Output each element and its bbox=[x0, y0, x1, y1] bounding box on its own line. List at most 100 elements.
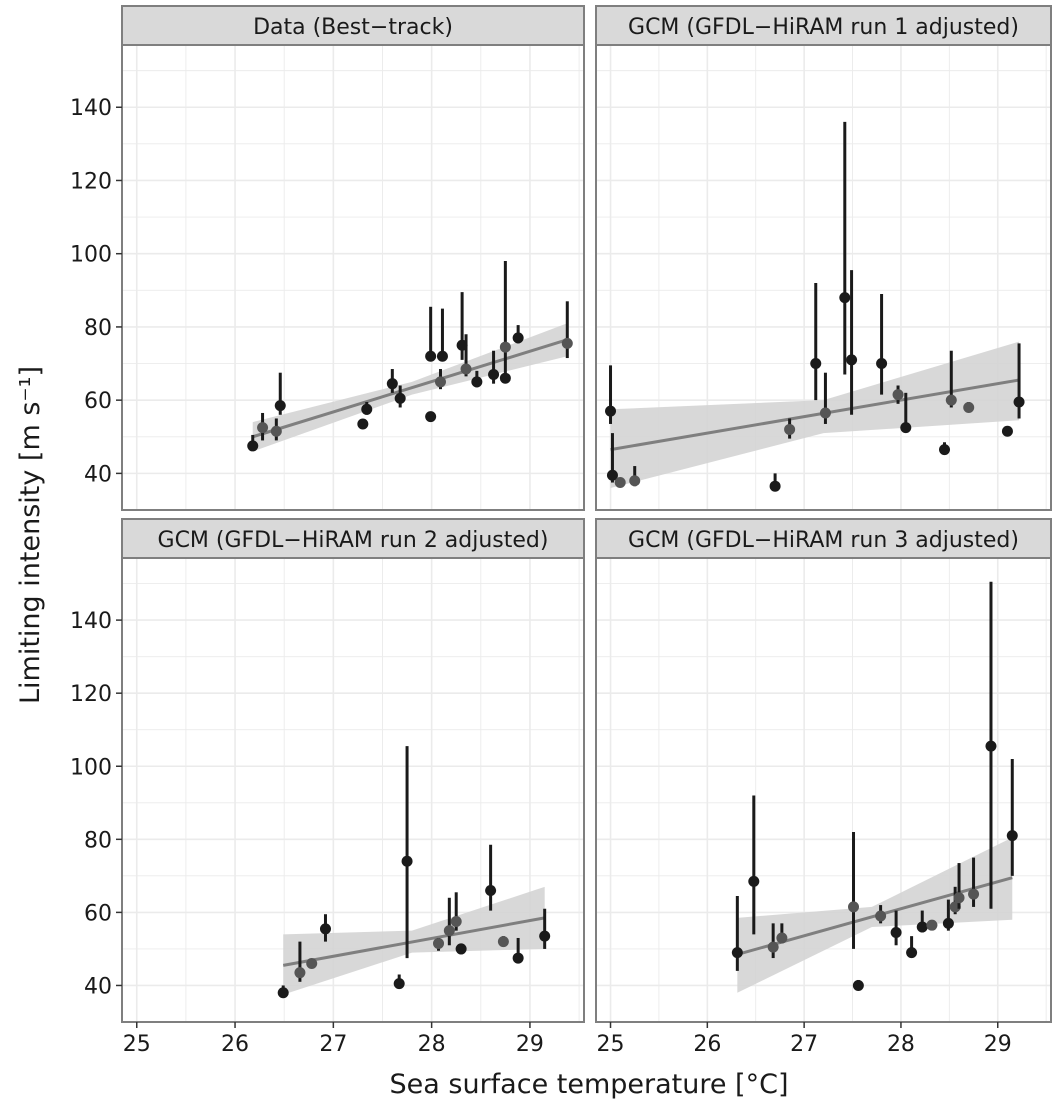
y-tick-label: 120 bbox=[70, 169, 112, 194]
data-point bbox=[401, 855, 413, 867]
x-tick-label: 25 bbox=[597, 1032, 625, 1057]
data-point bbox=[488, 369, 500, 381]
x-tick-label: 29 bbox=[516, 1032, 544, 1057]
x-tick-label: 27 bbox=[790, 1032, 818, 1057]
y-tick-label: 100 bbox=[70, 243, 112, 268]
panel-frame bbox=[595, 44, 1052, 511]
data-point bbox=[471, 376, 483, 388]
data-point bbox=[963, 401, 975, 413]
data-point bbox=[945, 394, 957, 406]
y-axis-title: Limiting intensity [m s⁻¹] bbox=[15, 366, 46, 704]
data-point bbox=[393, 978, 405, 990]
x-tick-label: 28 bbox=[418, 1032, 446, 1057]
data-point bbox=[839, 292, 851, 304]
panel-title: Data (Best−track) bbox=[253, 15, 453, 40]
data-point bbox=[539, 930, 551, 942]
data-point bbox=[277, 987, 289, 999]
x-tick-label: 26 bbox=[693, 1032, 721, 1057]
data-point bbox=[425, 411, 437, 423]
data-point bbox=[848, 901, 860, 913]
panel-strip bbox=[121, 518, 585, 559]
data-point bbox=[425, 350, 437, 362]
x-tick-label: 26 bbox=[221, 1032, 249, 1057]
data-point bbox=[436, 350, 448, 362]
panels: Data (Best−track) GCM (GFDL−HiRAM run 1 a… bbox=[121, 5, 1052, 1023]
data-point bbox=[512, 332, 524, 344]
panel-1: Data (Best−track) bbox=[121, 5, 585, 511]
data-point bbox=[357, 418, 369, 430]
data-point bbox=[629, 475, 641, 487]
data-point bbox=[497, 936, 509, 948]
data-point bbox=[1001, 425, 1013, 437]
data-point bbox=[916, 921, 928, 933]
data-point bbox=[460, 363, 472, 375]
data-point bbox=[819, 407, 831, 419]
data-point bbox=[1006, 830, 1018, 842]
fit-line bbox=[252, 338, 568, 439]
data-point bbox=[767, 941, 779, 953]
data-point bbox=[394, 392, 406, 404]
data-point bbox=[748, 875, 760, 887]
data-point bbox=[939, 444, 951, 456]
panel-frame bbox=[121, 44, 585, 511]
plot-background bbox=[122, 45, 584, 510]
y-tick-label: 80 bbox=[84, 828, 112, 853]
data-point bbox=[614, 477, 626, 489]
panel-title: GCM (GFDL−HiRAM run 3 adjusted) bbox=[628, 528, 1019, 553]
data-point bbox=[953, 892, 965, 904]
data-point bbox=[257, 422, 269, 434]
data-point bbox=[1013, 396, 1025, 408]
y-tick-label: 100 bbox=[70, 755, 112, 780]
data-point bbox=[306, 958, 318, 970]
data-point bbox=[769, 480, 781, 492]
panel-title: GCM (GFDL−HiRAM run 2 adjusted) bbox=[158, 528, 549, 553]
panel-title: GCM (GFDL−HiRAM run 1 adjusted) bbox=[628, 15, 1019, 40]
x-tick-label: 27 bbox=[319, 1032, 347, 1057]
data-point bbox=[968, 888, 980, 900]
x-axis-title: Sea surface temperature [°C] bbox=[390, 1069, 789, 1100]
data-point bbox=[985, 740, 997, 752]
data-point bbox=[361, 403, 373, 415]
panel-4: GCM (GFDL−HiRAM run 3 adjusted) bbox=[595, 518, 1052, 1023]
data-point bbox=[455, 943, 467, 955]
data-point bbox=[784, 423, 796, 435]
data-point bbox=[942, 917, 954, 929]
x-tick-label: 28 bbox=[887, 1032, 915, 1057]
data-point bbox=[485, 884, 497, 896]
data-point bbox=[274, 400, 286, 412]
data-point bbox=[852, 979, 864, 991]
y-tick-label: 60 bbox=[84, 901, 112, 926]
data-point bbox=[810, 358, 822, 370]
data-point bbox=[926, 919, 938, 931]
panel-2: GCM (GFDL−HiRAM run 1 adjusted) bbox=[595, 5, 1052, 511]
y-tick-label: 140 bbox=[70, 96, 112, 121]
gridlines bbox=[122, 45, 584, 511]
panel-strip bbox=[121, 5, 585, 46]
data-point bbox=[561, 337, 573, 349]
data-point bbox=[434, 376, 446, 388]
x-tick-label: 25 bbox=[123, 1032, 151, 1057]
data-point bbox=[499, 341, 511, 353]
data-point bbox=[512, 952, 524, 964]
data-point bbox=[433, 937, 445, 949]
data-point bbox=[875, 910, 887, 922]
data-point bbox=[906, 947, 918, 959]
data-point bbox=[450, 916, 462, 928]
data-point bbox=[876, 358, 888, 370]
data-point bbox=[270, 425, 282, 437]
data-point bbox=[892, 389, 904, 401]
fit-line bbox=[282, 916, 545, 967]
panel-strip bbox=[595, 518, 1052, 559]
y-tick-label: 80 bbox=[84, 316, 112, 341]
data-point bbox=[606, 469, 618, 481]
x-axes: 25 26 27 28 29 25 26 27 28 29 bbox=[123, 1022, 1012, 1057]
data-point bbox=[731, 947, 743, 959]
data-point bbox=[890, 926, 902, 938]
data-point bbox=[605, 405, 617, 417]
y-tick-label: 120 bbox=[70, 682, 112, 707]
data-point bbox=[386, 378, 398, 390]
data-point bbox=[247, 440, 259, 452]
data-point bbox=[900, 422, 912, 434]
data-point bbox=[846, 354, 858, 366]
